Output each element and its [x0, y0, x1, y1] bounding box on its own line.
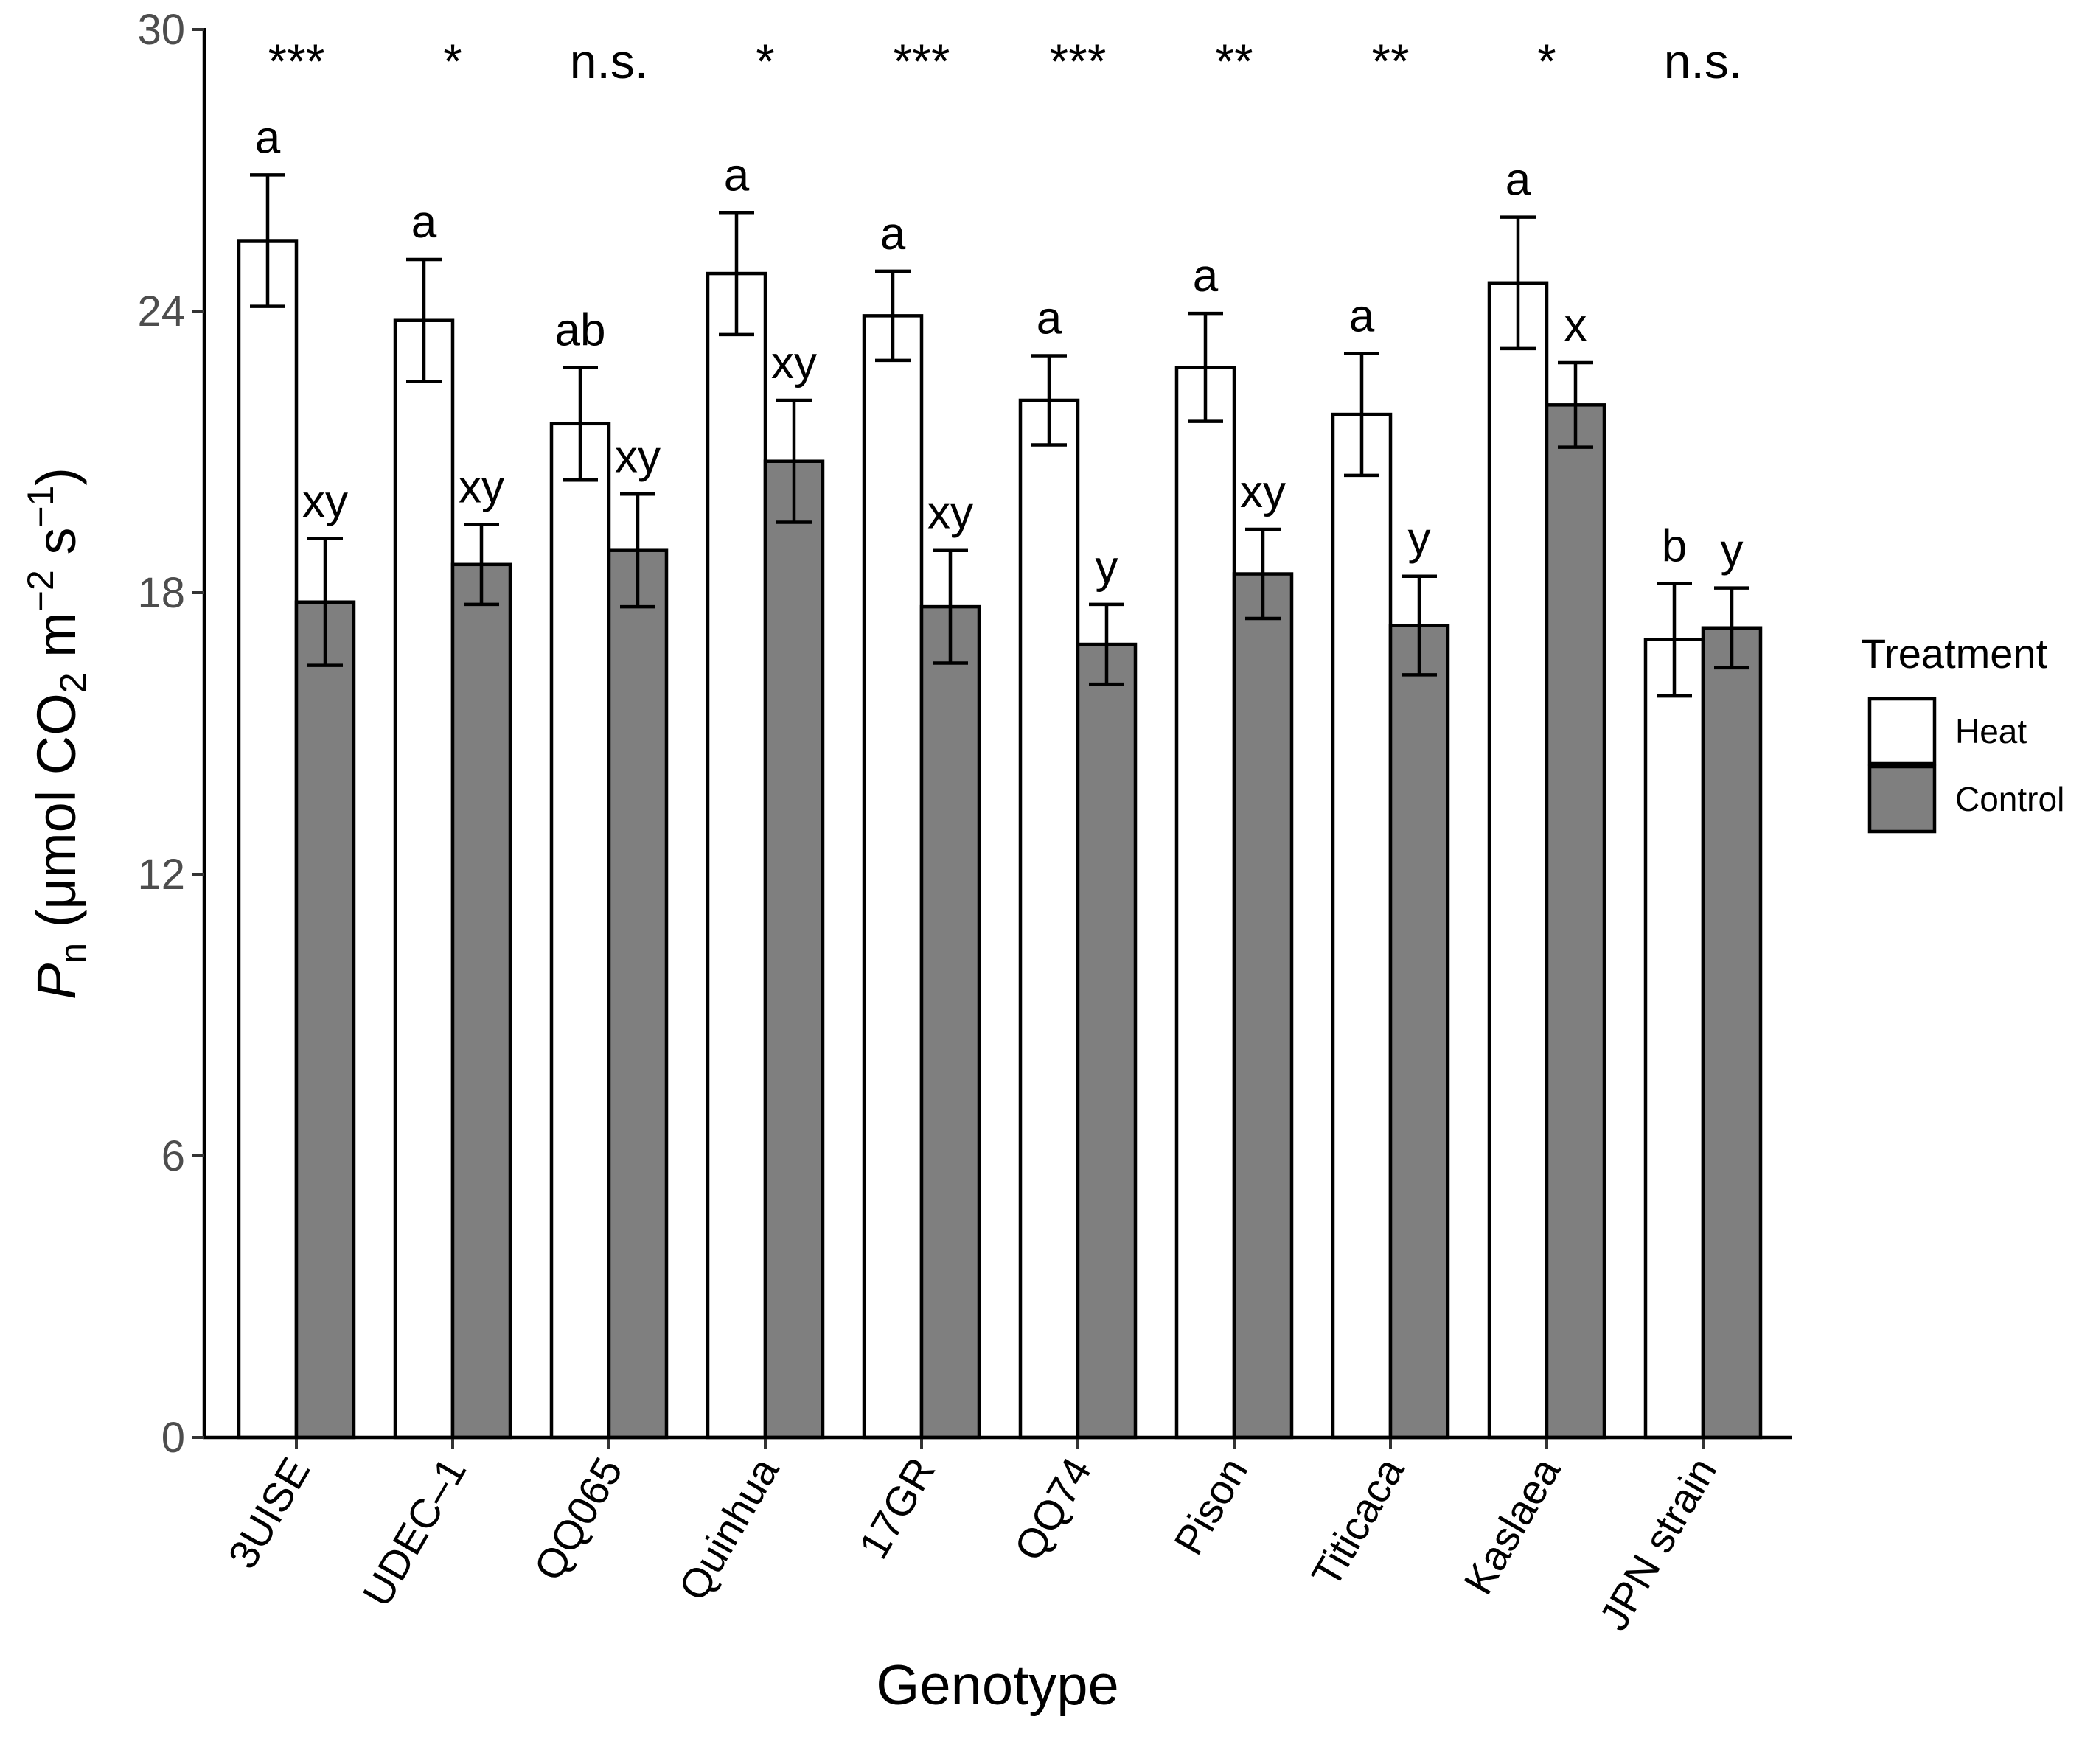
errorbar-control-3: [620, 492, 655, 609]
errorbar-control-6: [1089, 602, 1124, 686]
legend-key-control: [1867, 764, 1937, 834]
bar-heat-7: [1174, 366, 1236, 1440]
significance-1: ***: [268, 34, 324, 88]
letter-heat-5: a: [880, 209, 906, 259]
legend: Treatment Heat Control: [1861, 630, 2064, 834]
x-tick-label-5: 17GR: [850, 1450, 944, 1566]
significance-3: n.s.: [570, 34, 648, 88]
bars-layer: [237, 173, 1763, 1440]
significance-2: *: [443, 34, 462, 88]
letter-heat-2: a: [411, 197, 437, 248]
bar-heat-10: [1643, 638, 1705, 1440]
significance-10: n.s.: [1664, 34, 1742, 88]
letter-control-1: xy: [302, 476, 348, 527]
x-tick-label-8: Titicaca: [1302, 1449, 1413, 1595]
letter-heat-10: b: [1662, 520, 1687, 571]
y-tick-label-24: 24: [137, 287, 185, 335]
errorbar-heat-10: [1657, 582, 1692, 698]
bar-control-9: [1545, 403, 1606, 1440]
bar-heat-6: [1018, 398, 1080, 1440]
bar-control-4: [763, 459, 825, 1440]
letter-heat-6: a: [1037, 293, 1062, 344]
bar-heat-3: [549, 422, 611, 1440]
errorbar-control-7: [1245, 527, 1281, 621]
x-tick-label-3: QQ065: [525, 1450, 632, 1589]
significance-4: *: [756, 34, 775, 88]
bar-control-8: [1388, 624, 1450, 1440]
letter-control-8: y: [1408, 514, 1431, 565]
letter-control-4: xy: [771, 338, 817, 388]
letter-heat-4: a: [724, 150, 750, 201]
x-tick-label-7: Pison: [1165, 1450, 1257, 1563]
y-tick-label-12: 12: [137, 851, 185, 899]
bar-heat-5: [862, 314, 924, 1440]
errorbar-control-2: [464, 523, 499, 607]
bar-control-5: [919, 604, 981, 1440]
letter-heat-1: a: [255, 112, 281, 163]
errorbar-heat-7: [1188, 311, 1223, 423]
errorbar-heat-9: [1500, 215, 1536, 351]
bar-heat-2: [393, 318, 455, 1440]
letter-heat-9: a: [1505, 155, 1531, 206]
significance-8: **: [1371, 34, 1409, 88]
bar-heat-1: [237, 239, 299, 1440]
errorbar-control-5: [933, 548, 968, 665]
bar-heat-8: [1331, 412, 1393, 1440]
errorbar-control-4: [776, 398, 812, 524]
labels-layer: axy***axy*abxyn.s.axy*axy***ay***axy**ay…: [255, 34, 1744, 593]
y-tick-label-0: 0: [161, 1414, 185, 1462]
legend-key-heat: [1867, 697, 1937, 766]
significance-9: *: [1537, 34, 1556, 88]
errorbar-heat-5: [875, 269, 911, 363]
bar-control-1: [294, 600, 356, 1440]
legend-label-heat: Heat: [1955, 712, 2027, 750]
errorbar-control-1: [307, 537, 343, 667]
errorbar-heat-6: [1031, 354, 1067, 447]
letter-control-3: xy: [615, 431, 661, 482]
bar-heat-9: [1487, 281, 1549, 1440]
bar-control-10: [1701, 626, 1763, 1440]
letter-heat-7: a: [1193, 251, 1219, 301]
y-tick-label-18: 18: [137, 569, 185, 617]
x-tick-label-4: Quinhua: [669, 1449, 788, 1608]
letter-control-9: x: [1564, 300, 1587, 351]
bar-control-2: [450, 562, 512, 1440]
y-tick-label-6: 6: [161, 1132, 185, 1180]
bar-control-7: [1232, 572, 1294, 1440]
letter-heat-3: ab: [555, 304, 606, 355]
letter-control-7: xy: [1240, 467, 1286, 517]
x-tick-label-10: JPN strain: [1590, 1450, 1726, 1638]
bar-heat-4: [706, 271, 767, 1440]
errorbar-heat-2: [406, 257, 442, 383]
errorbar-heat-8: [1344, 352, 1379, 478]
letter-control-6: y: [1096, 542, 1118, 593]
y-tick-label-30: 30: [137, 6, 185, 54]
significance-6: ***: [1049, 34, 1106, 88]
letter-heat-8: a: [1349, 290, 1375, 341]
errorbar-control-10: [1714, 586, 1749, 670]
errorbar-heat-4: [719, 211, 754, 337]
bar-control-6: [1076, 642, 1138, 1440]
legend-label-control: Control: [1955, 780, 2064, 818]
errorbar-control-9: [1558, 360, 1593, 449]
x-tick-label-2: UDEC–1: [353, 1450, 475, 1614]
errorbar-heat-3: [563, 366, 598, 482]
significance-5: ***: [893, 34, 950, 88]
errorbar-heat-1: [250, 173, 285, 308]
letter-control-5: xy: [927, 488, 973, 539]
letter-control-10: y: [1721, 526, 1744, 576]
x-tick-label-1: 3UISE: [219, 1450, 318, 1577]
y-axis-title: Pn (μmol CO2 m−2 s−1): [20, 467, 94, 1000]
x-tick-label-9: Kaslaea: [1455, 1449, 1570, 1602]
x-axis-title: Genotype: [876, 1654, 1119, 1717]
x-tick-label-6: QQ74: [1005, 1450, 1100, 1569]
bar-control-3: [607, 548, 669, 1440]
significance-7: **: [1215, 34, 1253, 88]
errorbar-control-8: [1402, 574, 1437, 677]
letter-control-2: xy: [459, 462, 504, 513]
legend-title: Treatment: [1861, 630, 2048, 677]
